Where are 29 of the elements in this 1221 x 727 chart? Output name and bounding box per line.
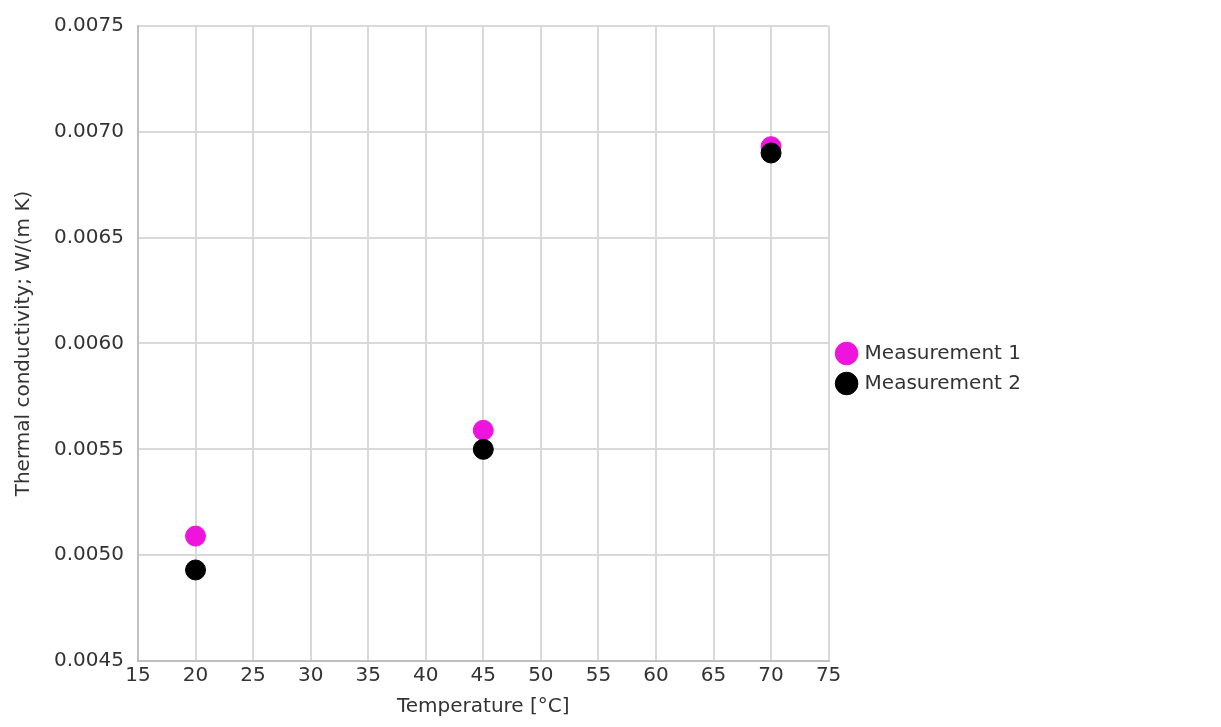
- y-tick-label: 0.0065: [54, 223, 124, 248]
- x-tick-label: 30: [297, 662, 324, 687]
- point: [760, 142, 782, 164]
- x-tick-label: 40: [413, 662, 439, 687]
- x-tick-label: 60: [643, 662, 669, 687]
- x-tick-label: 25: [240, 662, 266, 687]
- x-tick-label: 70: [758, 662, 784, 687]
- x-tick-label: 55: [585, 662, 612, 687]
- y-tick-label: 0.0070: [54, 118, 124, 143]
- y-tick-label: 0.0050: [54, 541, 124, 566]
- x-tick-label: 35: [355, 662, 381, 687]
- x-tick-label: 45: [470, 662, 497, 687]
- x-axis-title: Temperature [°C]: [395, 693, 570, 718]
- x-tick-label: 20: [182, 662, 209, 687]
- y-axis-title: Thermal conductivity; W/(m K): [10, 190, 35, 498]
- point: [185, 525, 207, 547]
- point: [472, 438, 494, 460]
- y-tick-label: 0.0045: [54, 647, 124, 672]
- x-tick-label: 65: [700, 662, 727, 687]
- point: [472, 419, 494, 441]
- x-tick-label: 50: [528, 662, 554, 687]
- y-tick-label: 0.0060: [54, 329, 124, 354]
- legend-label: Measurement 1: [864, 339, 1021, 364]
- x-tick-label: 15: [125, 662, 151, 687]
- legend-label: Measurement 2: [864, 369, 1021, 394]
- y-tick-label: 0.0075: [54, 12, 124, 37]
- point: [185, 559, 207, 581]
- x-tick-label: 75: [815, 662, 842, 687]
- y-tick-label: 0.0055: [54, 435, 124, 460]
